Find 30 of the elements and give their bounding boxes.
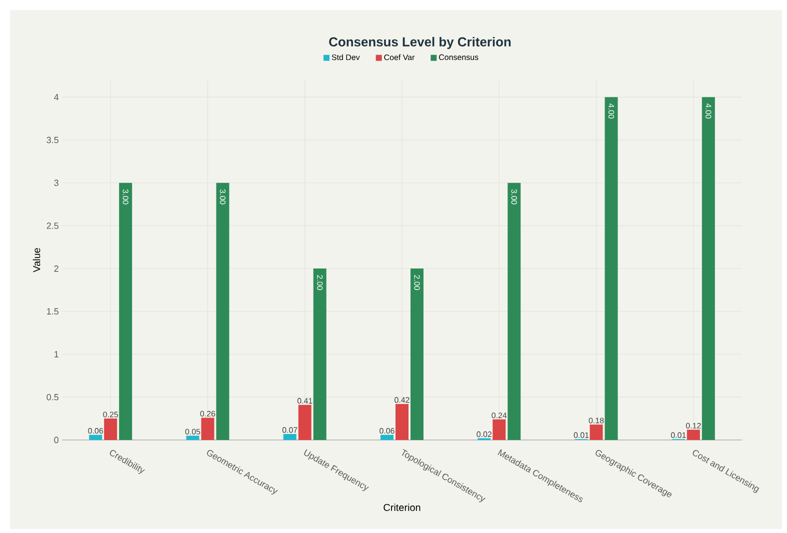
y-axis-title: Value (32, 248, 40, 272)
y-tick-label: 0 (54, 436, 58, 444)
y-tick-label: 3.5 (46, 136, 58, 144)
bar (396, 404, 409, 440)
bar (492, 419, 506, 440)
chart-title: Consensus Level by Criterion (329, 36, 511, 50)
y-tick-label: 4 (54, 94, 59, 100)
bar (186, 436, 200, 440)
y-tick-label: 1.5 (47, 308, 58, 315)
y-tick-label: 1 (54, 351, 58, 358)
bar (89, 434, 102, 440)
bar (201, 418, 214, 440)
y-tick-label: 2 (54, 265, 58, 272)
bar (410, 268, 424, 440)
bar (380, 434, 394, 440)
bar (686, 430, 700, 440)
y-tick-label: 3 (54, 180, 58, 186)
bar (508, 182, 521, 440)
bar (216, 182, 230, 440)
bar (119, 182, 132, 440)
bar (702, 97, 715, 440)
bar (298, 404, 312, 440)
bar (313, 268, 326, 440)
x-axis-title: Criterion (384, 504, 420, 512)
bar (604, 97, 618, 440)
bar (590, 424, 603, 440)
bar (283, 434, 296, 440)
bar (104, 418, 118, 440)
y-tick-label: 0.5 (46, 394, 58, 400)
y-tick-label: 2.5 (46, 222, 58, 229)
